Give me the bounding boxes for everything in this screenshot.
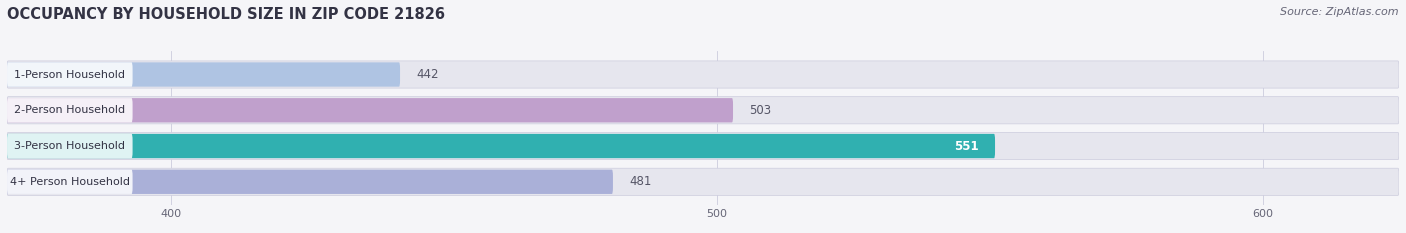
FancyBboxPatch shape — [7, 134, 132, 158]
Text: 4+ Person Household: 4+ Person Household — [10, 177, 129, 187]
Text: 551: 551 — [955, 140, 979, 153]
FancyBboxPatch shape — [7, 98, 132, 122]
FancyBboxPatch shape — [7, 132, 1399, 160]
Text: 3-Person Household: 3-Person Household — [14, 141, 125, 151]
Text: 503: 503 — [749, 104, 772, 117]
Text: 2-Person Household: 2-Person Household — [14, 105, 125, 115]
Text: 481: 481 — [630, 175, 652, 188]
FancyBboxPatch shape — [7, 98, 733, 122]
FancyBboxPatch shape — [7, 62, 401, 87]
Text: 442: 442 — [416, 68, 439, 81]
FancyBboxPatch shape — [7, 168, 1399, 195]
FancyBboxPatch shape — [7, 134, 995, 158]
FancyBboxPatch shape — [7, 61, 1399, 88]
Text: OCCUPANCY BY HOUSEHOLD SIZE IN ZIP CODE 21826: OCCUPANCY BY HOUSEHOLD SIZE IN ZIP CODE … — [7, 7, 446, 22]
FancyBboxPatch shape — [7, 170, 132, 194]
Text: Source: ZipAtlas.com: Source: ZipAtlas.com — [1281, 7, 1399, 17]
FancyBboxPatch shape — [7, 97, 1399, 124]
FancyBboxPatch shape — [7, 62, 132, 87]
FancyBboxPatch shape — [7, 170, 613, 194]
Text: 1-Person Household: 1-Person Household — [14, 69, 125, 79]
